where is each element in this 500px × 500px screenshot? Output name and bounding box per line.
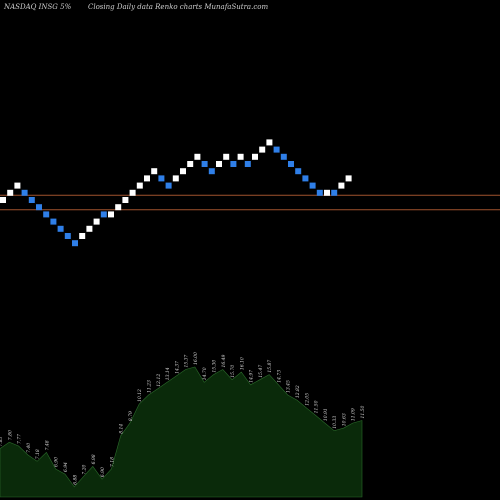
volume-label: 15.70 [230,365,236,378]
renko-brick-up [7,189,14,196]
volume-label: 6.88 [72,475,78,485]
renko-brick-down [64,233,71,239]
renko-brick-up [151,168,158,175]
volume-label: 16.10 [239,357,245,370]
renko-brick-down [72,240,78,247]
renko-brick-up [93,218,100,225]
renko-brick-up [14,182,21,189]
volume-label: 14.37 [174,361,180,374]
renko-brick-down [21,189,28,196]
renko-brick-down [230,161,237,167]
volume-label: 10.12 [137,389,143,402]
volume-label: 15.30 [212,360,218,373]
volume-label: 15.87 [267,360,273,373]
renko-brick-down [158,175,165,182]
volume-label: 6.94 [63,462,69,472]
renko-brick-up [0,197,6,203]
volume-label: 7.40 [26,443,32,453]
renko-brick-up [237,153,244,160]
renko-brick-down [288,161,294,167]
volume-label: 12.05 [304,393,310,406]
renko-brick-down [244,161,251,167]
renko-brick-up [136,182,143,189]
renko-brick-up [172,175,179,182]
volume-label: 14.73 [277,370,283,383]
renko-brick-up [216,161,222,167]
volume-label: 11.50 [360,405,366,418]
volume-label: 6.98 [91,454,97,464]
renko-brick-up [108,211,114,218]
volume-area [0,366,363,498]
volume-area-path [0,366,363,498]
volume-label: 7.18 [109,457,115,467]
renko-brick-down [50,218,57,225]
volume-label: 11.09 [351,408,357,421]
volume-label: 7.77 [17,434,23,444]
renko-brick-up [194,153,201,160]
volume-label: 16.49 [221,354,227,367]
renko-brick-up [180,168,186,175]
renko-brick-down [316,189,323,196]
volume-label: 7.85 [0,436,4,446]
renko-brick-down [331,189,338,196]
renko-brick-down [165,182,172,189]
volume-label: 15.47 [258,365,264,378]
volume-label: 6.90 [54,457,60,467]
volume-label: 8.14 [119,424,125,434]
renko-bricks [0,139,352,247]
volume-label: 14.70 [202,367,208,380]
renko-brick-up [122,197,129,203]
volume-label: 7.18 [35,449,41,459]
chart-symbol: NASDAQ INSG 5% [3,3,72,11]
renko-brick-up [144,175,150,182]
renko-brick-down [295,168,302,175]
renko-brick-down [280,153,287,160]
renko-brick-up [187,161,194,167]
renko-brick-up [86,225,93,232]
renko-brick-down [36,204,42,211]
volume-label: 7.20 [82,464,88,474]
volume-label: 15.37 [184,354,190,367]
renko-brick-up [338,182,345,189]
renko-brick-up [345,175,352,182]
renko-brick-up [266,139,273,146]
renko-brick-down [43,211,50,218]
renko-brick-up [129,189,136,196]
volume-labels: 7.857.80 7.777.407.187.486.906.946.887.20… [0,352,366,485]
renko-brick-down [201,161,208,167]
renko-brick-up [79,233,86,239]
volume-label: 6.90 [100,467,106,477]
volume-label: 13.14 [165,367,171,380]
chart-subtitle: Closing Daily data Renko charts MunafaSu… [88,3,268,11]
volume-label: 8.79 [128,411,134,421]
volume-label: 12.82 [295,385,301,398]
volume-label: 10.33 [332,416,338,429]
renko-brick-down [28,197,35,203]
volume-label: 10.63 [341,413,347,426]
renko-brick-up [252,153,258,160]
renko-brick-up [259,146,266,153]
renko-brick-down [273,146,280,153]
volume-label: 10.91 [323,408,329,421]
renko-brick-up [324,189,330,196]
volume-label: 7.48 [44,440,50,450]
renko-brick-down [57,225,64,232]
renko-brick-down [100,211,107,218]
renko-brick-down [309,182,316,189]
volume-label: 11.23 [147,380,153,393]
renko-brick-up [223,153,230,160]
reference-lines [0,194,500,211]
volume-label: 13.45 [286,380,292,393]
renko-brick-down [302,175,309,182]
volume-label: 7.80 [7,430,13,440]
volume-label: 14.97 [249,370,255,383]
renko-brick-up [115,204,122,211]
volume-label: 11.50 [314,400,320,413]
volume-label: 12.12 [156,374,162,387]
renko-brick-down [208,168,215,175]
volume-label: 16.00 [193,352,199,365]
